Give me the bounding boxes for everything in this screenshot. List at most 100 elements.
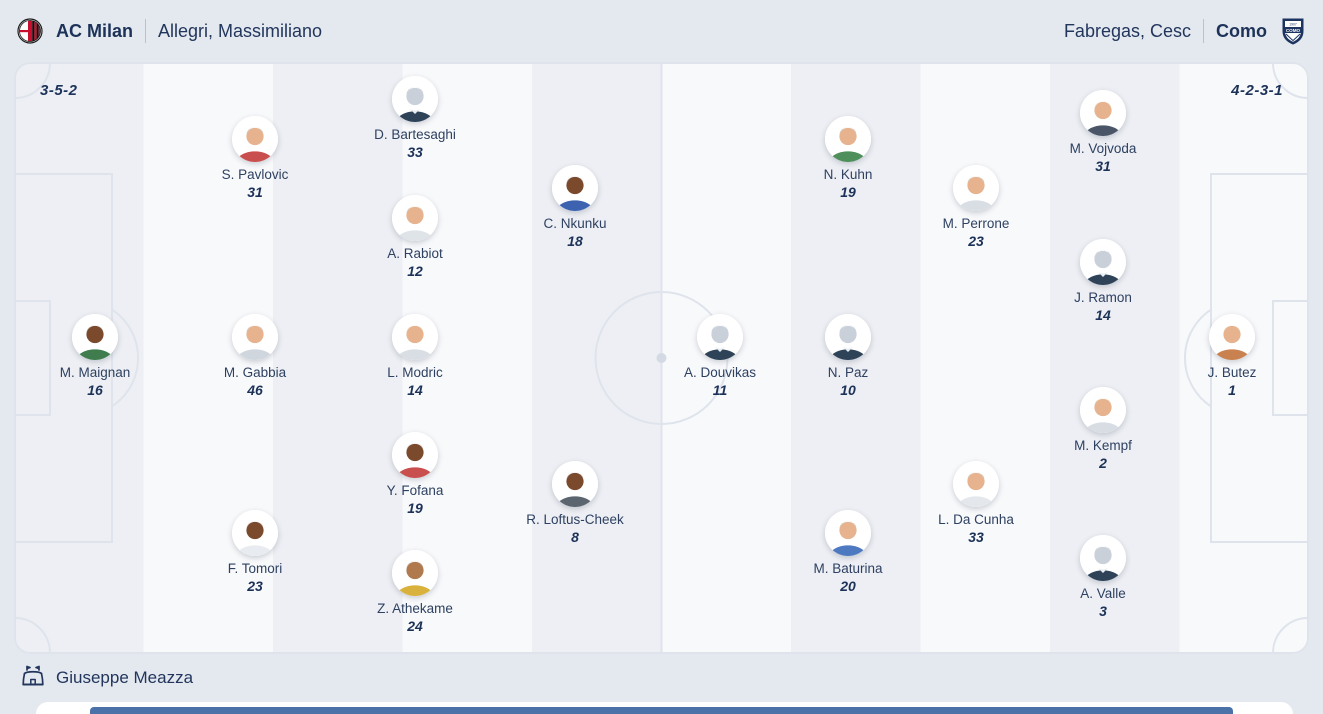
player-home[interactable]: M. Maignan 16 [20,314,170,398]
player-number: 19 [840,184,856,200]
player-away[interactable]: L. Da Cunha 33 [901,461,1051,545]
player-name: A. Rabiot [387,246,443,261]
player-number: 23 [968,233,984,249]
bottom-blue-bar [90,707,1233,714]
player-avatar[interactable] [1080,90,1126,136]
player-avatar[interactable] [72,314,118,360]
como-crest-icon: COMO 1907 [1279,17,1307,45]
player-avatar[interactable] [392,195,438,241]
player-name: M. Baturina [813,561,883,576]
player-away[interactable]: A. Douvikas 11 [645,314,795,398]
player-name: M. Kempf [1074,438,1132,453]
player-avatar[interactable] [1080,239,1126,285]
player-number: 14 [1095,307,1111,323]
player-number: 18 [567,233,583,249]
player-number: 2 [1099,455,1107,471]
venue-row: Giuseppe Meazza [20,654,193,702]
player-avatar[interactable] [953,461,999,507]
player-home[interactable]: Y. Fofana 19 [340,432,490,516]
player-avatar[interactable] [392,314,438,360]
player-avatar[interactable] [953,165,999,211]
player-number: 23 [247,578,263,594]
player-number: 14 [407,382,423,398]
player-away[interactable]: M. Kempf 2 [1028,387,1178,471]
player-home[interactable]: Z. Athekame 24 [340,550,490,634]
home-formation-label: 3-5-2 [40,82,78,99]
player-avatar[interactable] [232,314,278,360]
header-divider [1203,19,1204,43]
player-avatar[interactable] [1209,314,1255,360]
player-avatar[interactable] [697,314,743,360]
player-name: M. Vojvoda [1069,141,1137,156]
player-name: R. Loftus-Cheek [526,512,624,527]
player-avatar[interactable] [232,510,278,556]
player-number: 8 [571,529,579,545]
lineup-header: AC Milan Allegri, Massimiliano Fabregas,… [0,0,1323,62]
player-home[interactable]: S. Pavlovic 31 [180,116,330,200]
player-away[interactable]: A. Valle 3 [1028,535,1178,619]
player-number: 33 [407,144,423,160]
player-home[interactable]: F. Tomori 23 [180,510,330,594]
player-name: A. Valle [1080,586,1126,601]
player-name: L. Da Cunha [938,512,1014,527]
player-away[interactable]: J. Butez 1 [1157,314,1307,398]
home-coach-name: Allegri, Massimiliano [158,20,323,41]
player-avatar[interactable] [825,314,871,360]
home-team-block[interactable]: AC Milan Allegri, Massimiliano [16,17,322,45]
player-name: Y. Fofana [386,483,444,498]
player-away[interactable]: M. Baturina 20 [773,510,923,594]
player-avatar[interactable] [392,76,438,122]
player-avatar[interactable] [825,510,871,556]
stadium-icon [20,663,46,694]
player-away[interactable]: N. Kuhn 19 [773,116,923,200]
player-name: A. Douvikas [683,365,757,380]
player-away[interactable]: N. Paz 10 [773,314,923,398]
player-number: 31 [247,184,263,200]
player-name: F. Tomori [227,561,283,576]
svg-text:COMO: COMO [1286,28,1301,33]
player-home[interactable]: R. Loftus-Cheek 8 [500,461,650,545]
player-avatar[interactable] [392,432,438,478]
player-avatar[interactable] [552,165,598,211]
player-name: M. Gabbia [223,365,287,380]
player-name: S. Pavlovic [221,167,289,182]
player-avatar[interactable] [1080,535,1126,581]
player-away[interactable]: J. Ramon 14 [1028,239,1178,323]
home-team-name[interactable]: AC Milan [56,20,134,41]
player-name: M. Perrone [942,216,1010,231]
player-number: 16 [87,382,103,398]
pitch: 3-5-2 4-2-3-1 M. Maignan 16 S. Pavlovic 31… [14,62,1309,654]
away-formation-label: 4-2-3-1 [1231,82,1283,99]
player-home[interactable]: C. Nkunku 18 [500,165,650,249]
player-name: J. Ramon [1074,290,1132,305]
away-team-name[interactable]: Como [1216,20,1267,41]
player-away[interactable]: M. Perrone 23 [901,165,1051,249]
player-number: 10 [840,382,856,398]
player-number: 33 [968,529,984,545]
player-avatar[interactable] [232,116,278,162]
svg-text:1907: 1907 [1289,23,1297,27]
player-name: N. Paz [827,365,869,380]
player-home[interactable]: L. Modric 14 [340,314,490,398]
player-number: 31 [1095,158,1111,174]
player-number: 24 [407,618,423,634]
player-number: 46 [247,382,263,398]
player-name: C. Nkunku [543,216,607,231]
player-home[interactable]: A. Rabiot 12 [340,195,490,279]
player-number: 11 [712,382,728,398]
player-number: 3 [1099,603,1107,619]
away-team-block[interactable]: Fabregas, Cesc Como COMO 1907 [1064,17,1307,45]
player-name: Z. Athekame [377,601,453,616]
player-name: D. Bartesaghi [374,127,456,142]
player-avatar[interactable] [392,550,438,596]
player-name: J. Butez [1207,365,1257,380]
player-avatar[interactable] [1080,387,1126,433]
player-home[interactable]: M. Gabbia 46 [180,314,330,398]
player-home[interactable]: D. Bartesaghi 33 [340,76,490,160]
header-divider [145,19,147,43]
player-avatar[interactable] [552,461,598,507]
player-avatar[interactable] [825,116,871,162]
player-name: M. Maignan [59,365,131,380]
ac-milan-crest-icon [16,17,44,45]
player-away[interactable]: M. Vojvoda 31 [1028,90,1178,174]
